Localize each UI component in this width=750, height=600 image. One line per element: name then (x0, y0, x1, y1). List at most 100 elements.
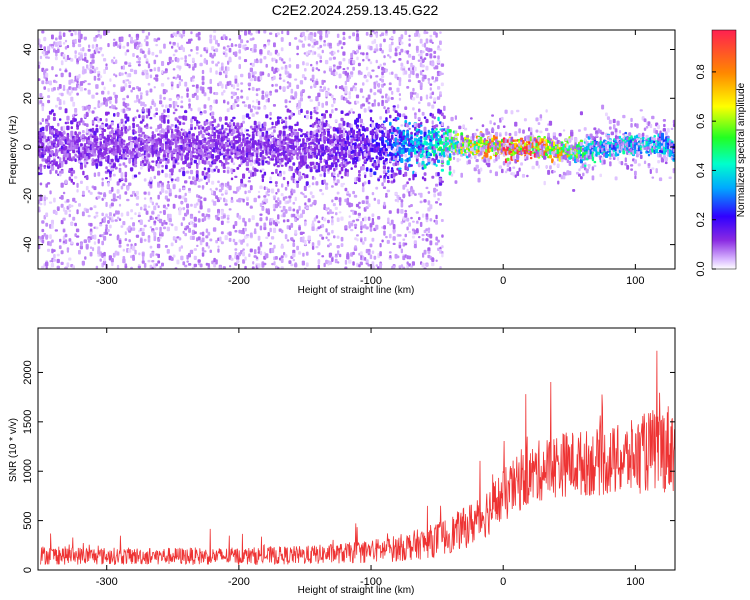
spectrogram-cell (47, 115, 51, 120)
spectrogram-cell (197, 185, 201, 188)
spectrogram-cell (180, 154, 183, 158)
spectrogram-cell (49, 234, 52, 239)
spectrogram-cell (217, 155, 220, 159)
spectrogram-cell (389, 138, 392, 144)
spectrogram-cell (306, 174, 309, 179)
spectrogram-cell (74, 50, 77, 54)
spectrogram-cell (145, 74, 149, 79)
spectrogram-cell (309, 168, 313, 173)
spectrogram-cell (97, 195, 101, 199)
spectrogram-cell (221, 124, 224, 130)
spectrogram-cell (128, 125, 131, 131)
spectrogram-cell (62, 32, 66, 37)
spectrogram-cell (257, 195, 261, 199)
spectrogram-cell (89, 246, 93, 249)
spectrogram-cell (115, 59, 118, 64)
spectrogram-cell (59, 68, 62, 71)
spectrogram-cell (253, 197, 257, 203)
spectrogram-cell (215, 63, 219, 67)
spectrogram-cell (404, 209, 407, 213)
spectrogram-cell (379, 63, 382, 67)
spectrogram-cell (267, 208, 270, 214)
spectrogram-cell (91, 54, 95, 59)
spectrogram-cell (276, 32, 280, 36)
spectrogram-cell (263, 222, 267, 228)
spectrogram-cell (387, 54, 390, 57)
spectrogram-cell (166, 198, 170, 202)
spectrogram-cell (66, 88, 70, 94)
spectrogram-cell (230, 84, 234, 88)
spectrogram-cell (369, 243, 373, 248)
spectrogram-cell (398, 77, 402, 83)
spectrogram-cell (39, 137, 43, 140)
spectrogram-cell (197, 37, 201, 41)
spectrogram-cell (93, 241, 97, 245)
spectrogram-cell (361, 134, 365, 138)
spectrogram-cell (64, 160, 68, 165)
spectrogram-cell (383, 55, 386, 59)
spectrogram-cell (186, 158, 189, 161)
spectrogram-cell (170, 257, 174, 261)
spectrogram-cell (303, 185, 307, 191)
spectrogram-cell (296, 64, 300, 69)
spectrogram-cell (107, 229, 110, 233)
spectrogram-cell (82, 190, 85, 196)
spectrogram-cell (157, 170, 160, 176)
spectrogram-cell (103, 129, 107, 132)
spectrogram-cell (263, 106, 267, 110)
spectrogram-cell (371, 69, 375, 72)
spectrogram-cell (59, 157, 62, 161)
spectrogram-cell (60, 203, 64, 208)
spectrogram-cell (340, 176, 344, 179)
spectrogram-cell (344, 266, 348, 269)
spectrogram-cell (227, 181, 230, 187)
spectrogram-cell (278, 77, 282, 80)
spectrogram-cell (97, 51, 101, 54)
spectrogram-cell (292, 189, 296, 194)
spectrogram-cell (172, 254, 176, 258)
spectrogram-cell (325, 101, 328, 106)
spectrogram-cell (93, 107, 97, 110)
spectrogram-cell (404, 212, 408, 218)
spectrogram-cell (369, 254, 373, 260)
spectrogram-cell (242, 133, 245, 137)
spectrogram-cell (288, 195, 292, 199)
spectrogram-cell (77, 43, 82, 48)
spectrogram-cell (307, 184, 311, 188)
spectrogram-cell (164, 70, 168, 74)
spectrogram-cell (255, 93, 259, 97)
spectrogram-cell (241, 101, 246, 104)
spectrogram-cell (145, 58, 149, 62)
spectrogram-cell (369, 227, 373, 232)
spectrogram-cell (49, 161, 52, 165)
spectrogram-cell (218, 197, 222, 200)
spectrogram-cell (361, 103, 365, 107)
spectrogram-cell (344, 225, 348, 229)
spectrogram-cell (51, 34, 54, 40)
spectrogram-cell (379, 251, 382, 257)
spectrogram-cell (45, 126, 49, 129)
spectrogram-cell (265, 114, 269, 119)
spectrogram-cell (255, 256, 259, 260)
spectrogram-cell (269, 176, 272, 181)
spectrogram-cell (317, 240, 321, 246)
spectrogram-cell (103, 196, 106, 200)
spectrogram-cell (250, 156, 253, 161)
spectrogram-cell (47, 182, 51, 185)
spectrogram-cell (319, 56, 322, 60)
spectrogram-cell (232, 122, 236, 127)
spectrogram-cell (122, 258, 126, 264)
spectrogram-cell (317, 142, 320, 145)
spectrogram-cell (217, 168, 220, 173)
spectrogram-cell (361, 187, 365, 193)
spectrogram-cell (116, 252, 120, 256)
spectrogram-cell (300, 128, 303, 133)
spectrogram-cell (252, 136, 255, 141)
spectrogram-cell (86, 174, 89, 181)
spectrogram-cell (244, 221, 247, 227)
spectrogram-cell (315, 132, 319, 138)
spectrogram-cell (205, 121, 209, 125)
spectrogram-cell (309, 111, 313, 116)
spectrogram-cell (242, 120, 245, 124)
